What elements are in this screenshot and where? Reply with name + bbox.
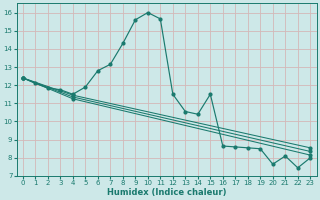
X-axis label: Humidex (Indice chaleur): Humidex (Indice chaleur) [107, 188, 226, 197]
